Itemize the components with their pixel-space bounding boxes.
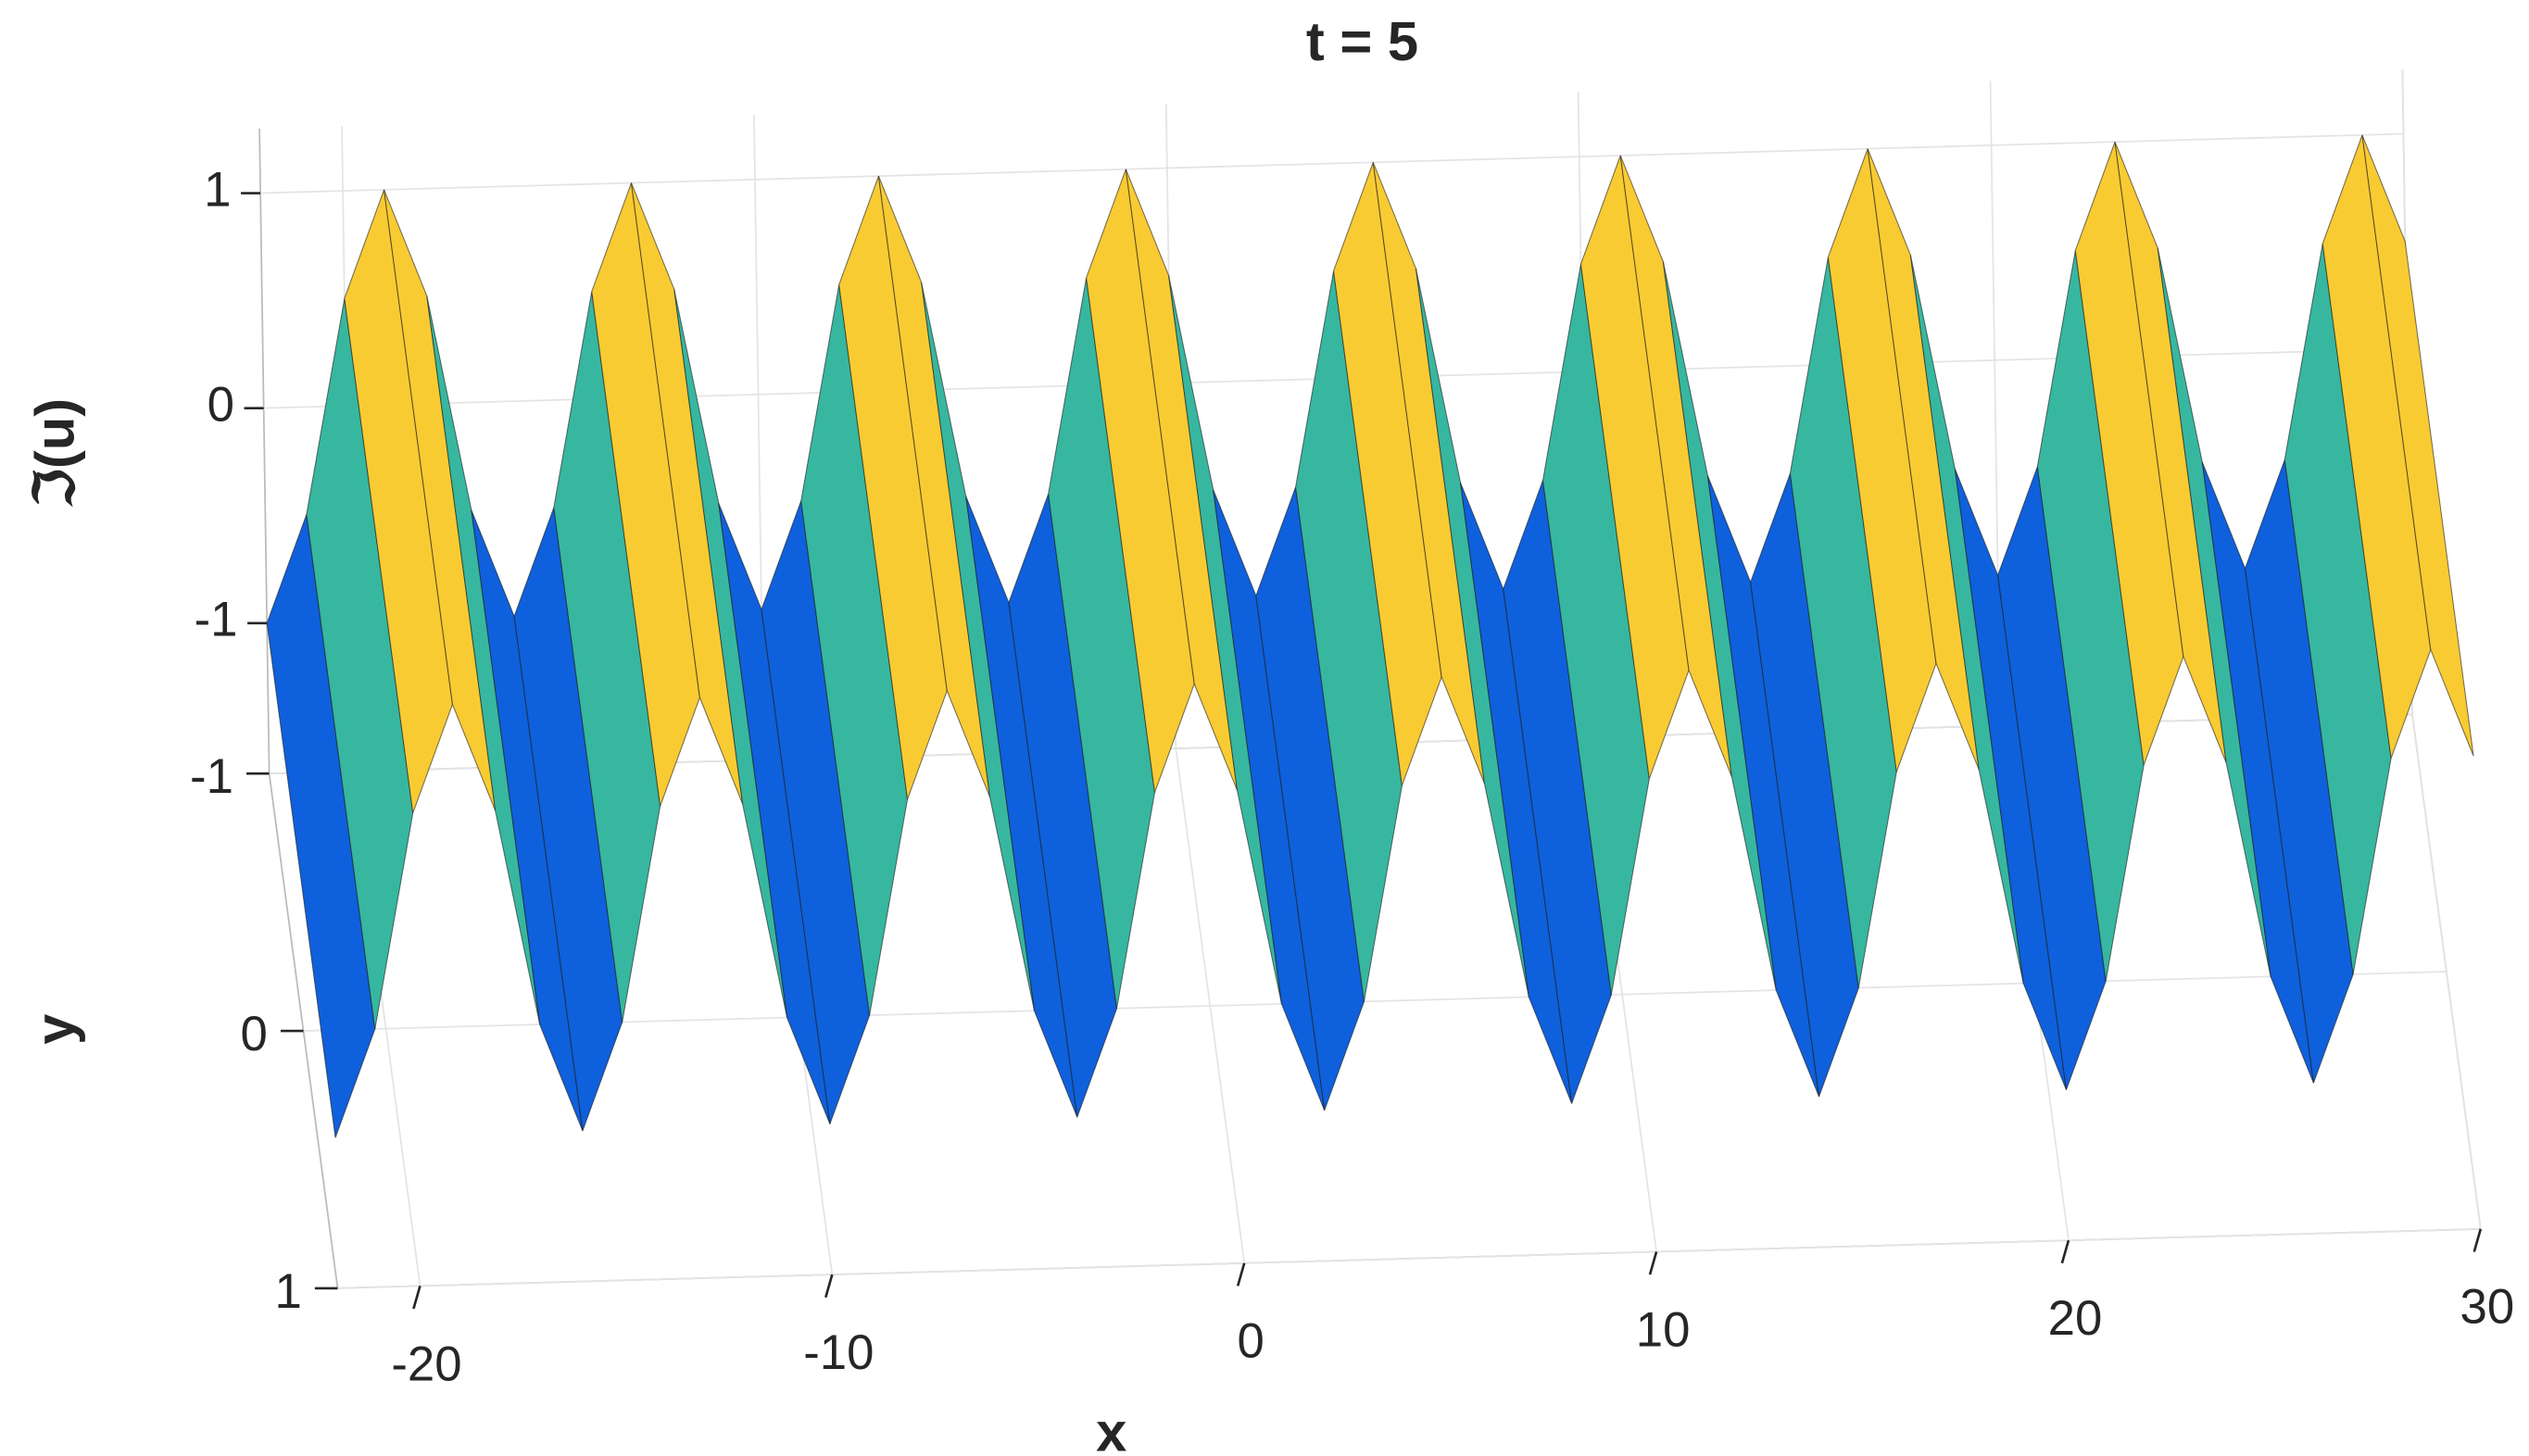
- x-tick-label: -20: [391, 1337, 461, 1391]
- x-tick-label: 30: [2460, 1280, 2515, 1335]
- y-tick-label: -1: [190, 749, 233, 804]
- x-tick-label: 10: [1636, 1302, 1691, 1357]
- y-axis-label: y: [24, 1014, 86, 1045]
- x-tick: [1236, 1262, 1246, 1287]
- box-edge: [258, 128, 271, 774]
- z-axis-label: ℑ(u): [24, 398, 86, 508]
- surface-strip: [2361, 134, 2474, 757]
- ticks: -20 -10 0 10 20 30-101-101: [190, 162, 2514, 1391]
- x-tick: [412, 1286, 422, 1310]
- x-tick: [1648, 1251, 1658, 1275]
- z-tick-label: -1: [195, 593, 238, 647]
- z-tick-label: 1: [204, 162, 231, 217]
- x-tick: [2060, 1239, 2070, 1264]
- y-tick-label: 0: [241, 1007, 268, 1061]
- x-tick-label: -10: [803, 1325, 874, 1380]
- z-grid-line: [260, 132, 2404, 195]
- x-axis-label: x: [1096, 1401, 1126, 1456]
- chart-title: t = 5: [1306, 10, 1418, 72]
- y-grid-line: [337, 1228, 2481, 1289]
- x-tick-label: 0: [1238, 1314, 1264, 1369]
- x-tick: [2472, 1228, 2483, 1252]
- x-tick-label: 20: [2048, 1291, 2103, 1346]
- surface: [266, 134, 2474, 1138]
- z-tick-label: 0: [208, 378, 234, 433]
- x-tick: [824, 1274, 834, 1299]
- y-tick-label: 1: [274, 1264, 301, 1319]
